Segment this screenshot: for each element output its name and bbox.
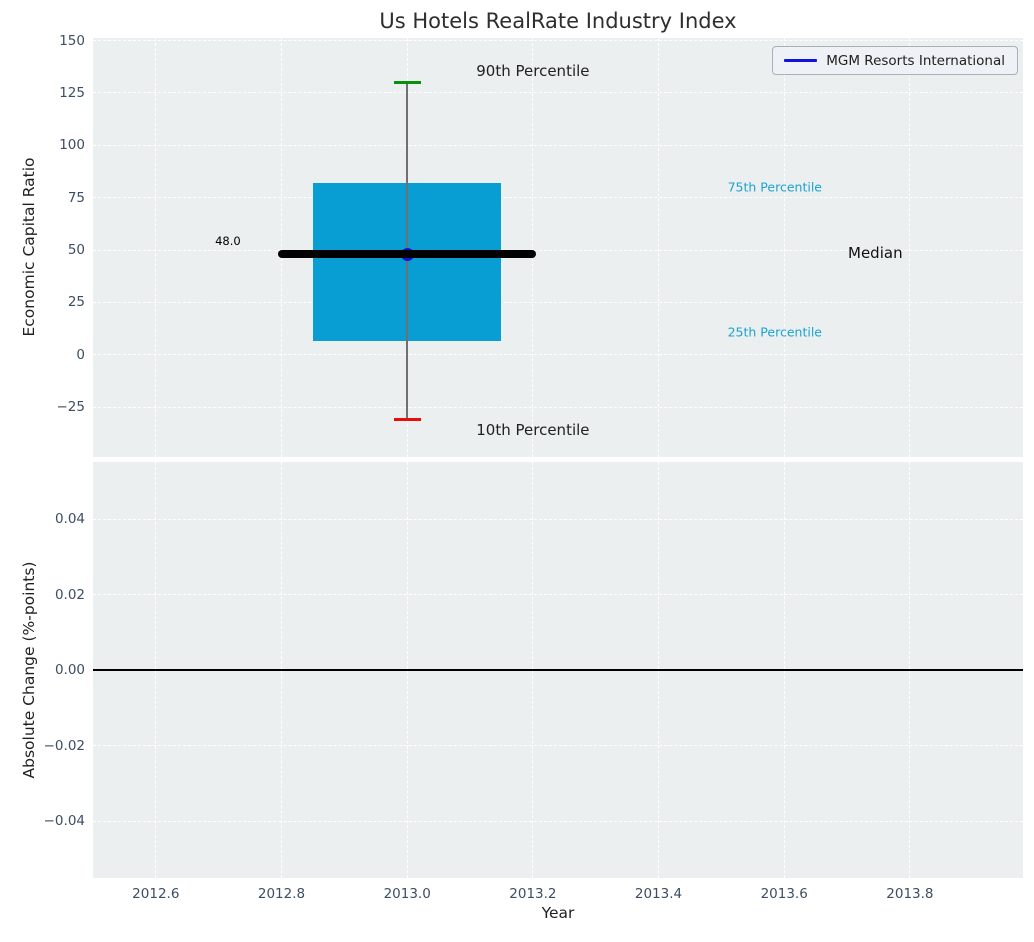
whisker-cap-90 [393,80,421,85]
gridline-horizontal [93,40,1023,41]
legend-label: MGM Resorts International [826,52,1005,69]
y-tick-label: 0.04 [54,511,85,527]
x-tick-label: 2013.4 [634,886,683,902]
gridline-horizontal [93,406,1023,408]
annotation-25th-percentile: 25th Percentile [727,324,822,340]
gridline-vertical [155,38,157,457]
whisker-cap-10 [393,417,421,422]
y-tick-label: −25 [56,399,86,416]
gridline-vertical [532,38,534,457]
y-tick-label: −0.02 [43,737,85,754]
y-tick-label: 0.00 [54,662,85,678]
annotation-48-0: 48.0 [215,233,241,248]
gridline-vertical [658,38,659,457]
gridline-horizontal [93,745,1023,746]
x-axis-label: Year [541,904,575,922]
zero-line [93,669,1023,671]
x-tick-label: 2013.2 [509,886,557,902]
y-tick-label: 75 [67,189,85,206]
x-tick-label: 2013.0 [383,886,431,902]
y-tick-label: 0.02 [54,586,85,603]
gridline-horizontal [93,92,1023,94]
legend: MGM Resorts International [772,46,1018,75]
annotation-90th-percentile: 90th Percentile [476,61,590,80]
y-tick-label: 125 [59,84,85,101]
x-tick-label: 2013.6 [760,886,808,902]
x-tick-label: 2012.8 [257,886,306,902]
top-plot-area: 90th Percentile 10th Percentile 75th Perce… [93,38,1023,457]
gridline-horizontal [93,197,1023,199]
y-tick-label: 150 [59,32,85,49]
gridline-vertical [909,38,911,457]
y-tick-label: 100 [59,137,85,154]
gridline-horizontal [93,594,1023,595]
annotation-median: Median [848,244,903,263]
gridline-vertical [281,38,282,457]
gridline-horizontal [93,518,1023,520]
gridline-horizontal [93,301,1023,303]
legend-line-sample-icon [784,59,818,62]
chart-title: Us Hotels RealRate Industry Index [379,9,737,33]
median-line [278,250,536,259]
bottom-plot-area [93,462,1023,878]
x-tick-label: 2012.6 [132,886,180,902]
y-tick-label: 0 [76,346,85,363]
annotation-10th-percentile: 10th Percentile [476,421,590,440]
gridline-horizontal [93,144,1023,146]
y-tick-label: −0.04 [43,813,85,829]
gridline-vertical [783,38,785,457]
gridline-horizontal [93,249,1023,251]
gridline-horizontal [93,354,1023,356]
gridline-horizontal [93,820,1023,822]
y-tick-label: 50 [67,242,85,258]
y-tick-label: 25 [67,294,85,311]
annotation-75th-percentile: 75th Percentile [727,179,822,195]
x-tick-label: 2013.8 [886,886,934,902]
